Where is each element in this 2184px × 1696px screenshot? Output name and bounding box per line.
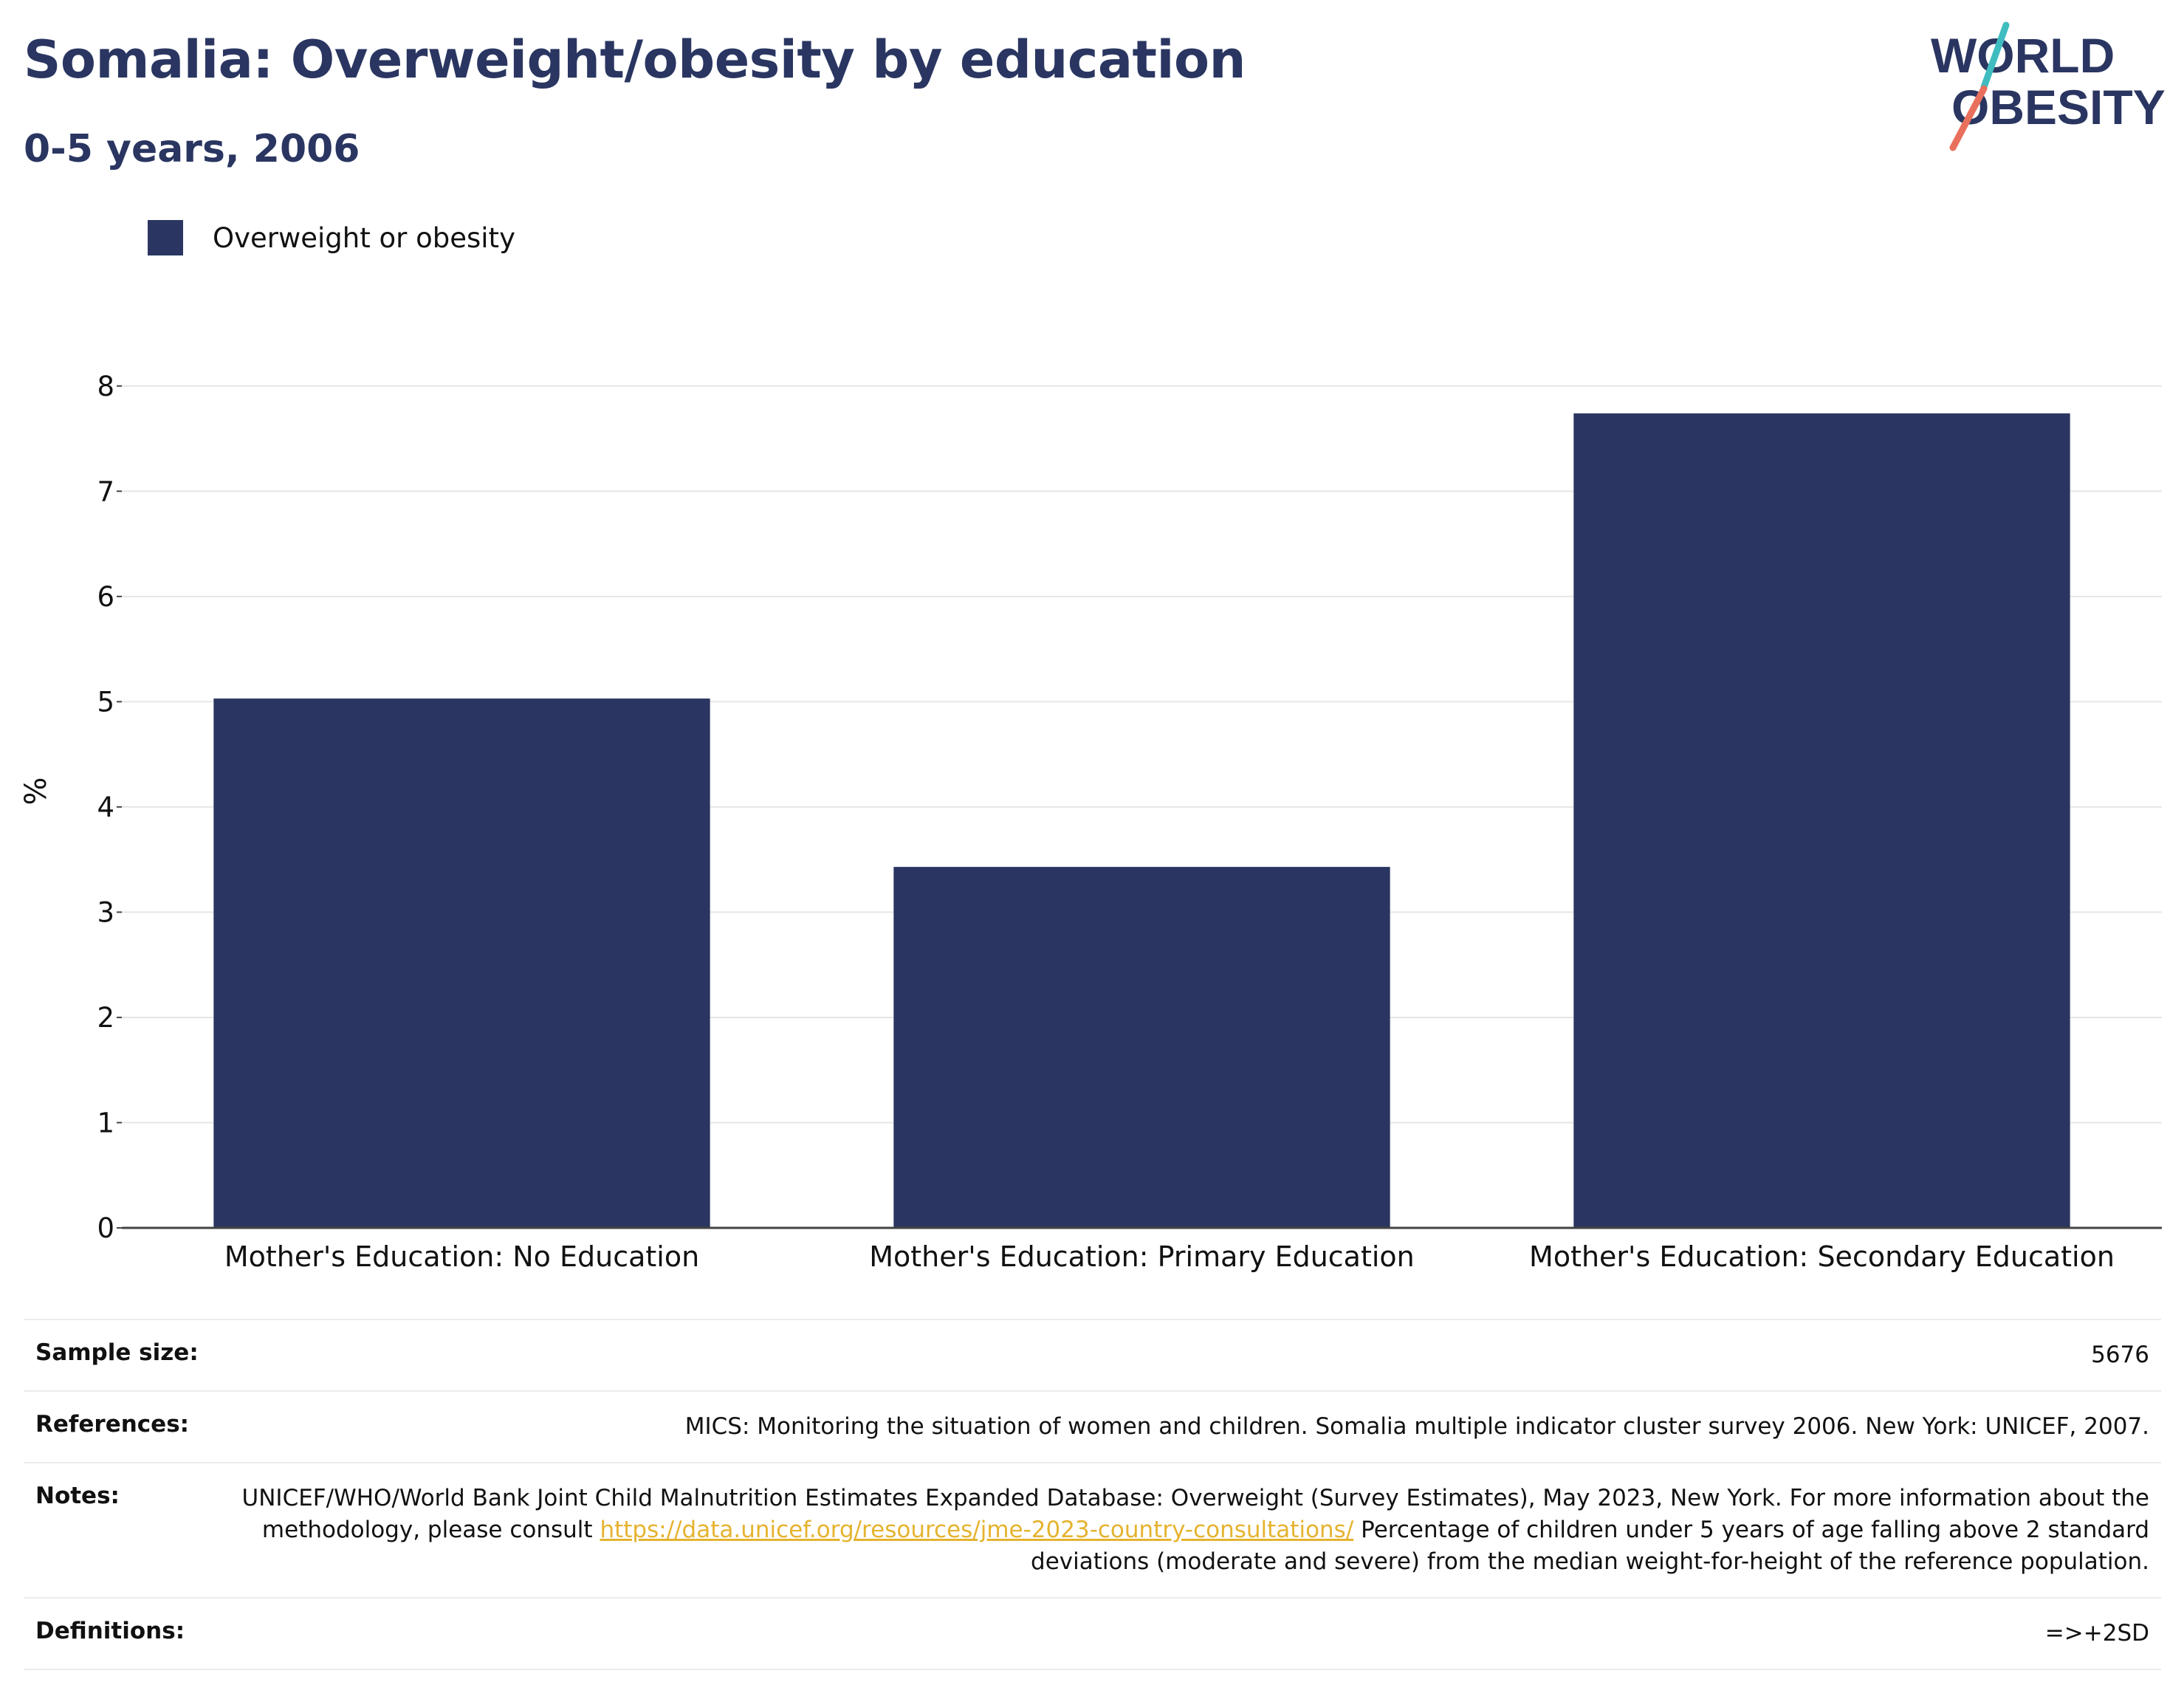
- y-tick-label: 8: [97, 371, 114, 402]
- y-tick-label: 1: [97, 1107, 114, 1139]
- notes-link[interactable]: https://data.unicef.org/resources/jme-20…: [600, 1517, 1354, 1543]
- notes-value: UNICEF/WHO/World Bank Joint Child Malnut…: [164, 1483, 2149, 1578]
- y-tick-label: 4: [97, 792, 114, 823]
- x-tick-label: Mother's Education: Primary Education: [869, 1240, 1415, 1273]
- notes-text-2: Percentage of children under 5 years of …: [1031, 1517, 2149, 1575]
- bar-chart: 0 1 2 3 4 5 6 7 8% Mother's Education: No Educati…: [19, 371, 2162, 1273]
- y-tick-label: 6: [97, 581, 114, 613]
- references-value: MICS: Monitoring the situation of women …: [684, 1413, 2149, 1440]
- notes-text: UNICEF/WHO/World Bank Joint Child Malnut…: [241, 1485, 2149, 1543]
- y-tick-label: 5: [97, 686, 114, 718]
- y-tick-label: 2: [97, 1002, 114, 1034]
- y-tick-label: 7: [97, 476, 114, 507]
- legend-swatch: [148, 220, 183, 255]
- logo-slash-red: [1949, 85, 1988, 151]
- legend-label[interactable]: Overweight or obesity: [213, 222, 515, 254]
- y-tick-label: 0: [97, 1212, 114, 1244]
- definitions-label: Definitions:: [35, 1618, 185, 1644]
- meta-row-definitions: Definitions: =>+2SD: [24, 1597, 2161, 1670]
- chart-subtitle: 0-5 years, 2006: [24, 127, 360, 171]
- metadata-table: Sample size: 5676 References: MICS: Moni…: [24, 1319, 2161, 1670]
- sample-size-value: 5676: [2091, 1342, 2149, 1368]
- y-axis-label: %: [19, 777, 53, 805]
- bar: [213, 698, 710, 1228]
- bar: [893, 867, 1390, 1228]
- x-tick-label: Mother's Education: No Education: [224, 1240, 699, 1273]
- references-label: References:: [35, 1411, 190, 1438]
- definitions-value: =>+2SD: [2044, 1620, 2149, 1647]
- notes-label: Notes:: [35, 1483, 120, 1509]
- legend: Overweight or obesity: [148, 220, 515, 255]
- y-tick-label: 3: [97, 896, 114, 928]
- meta-row-references: References: MICS: Monitoring the situati…: [24, 1390, 2161, 1462]
- meta-row-sample-size: Sample size: 5676: [24, 1319, 2161, 1390]
- world-obesity-logo: WORLD OBESITY: [1931, 21, 2166, 151]
- meta-row-notes: Notes: UNICEF/WHO/World Bank Joint Child…: [24, 1462, 2161, 1597]
- bar: [1573, 413, 2070, 1228]
- chart-title: Somalia: Overweight/obesity by education: [24, 30, 1246, 90]
- sample-size-label: Sample size:: [35, 1339, 199, 1366]
- logo-slash-teal: [1980, 21, 2010, 91]
- logo-line1: WORLD: [1931, 28, 2115, 83]
- x-tick-label: Mother's Education: Secondary Education: [1529, 1240, 2115, 1273]
